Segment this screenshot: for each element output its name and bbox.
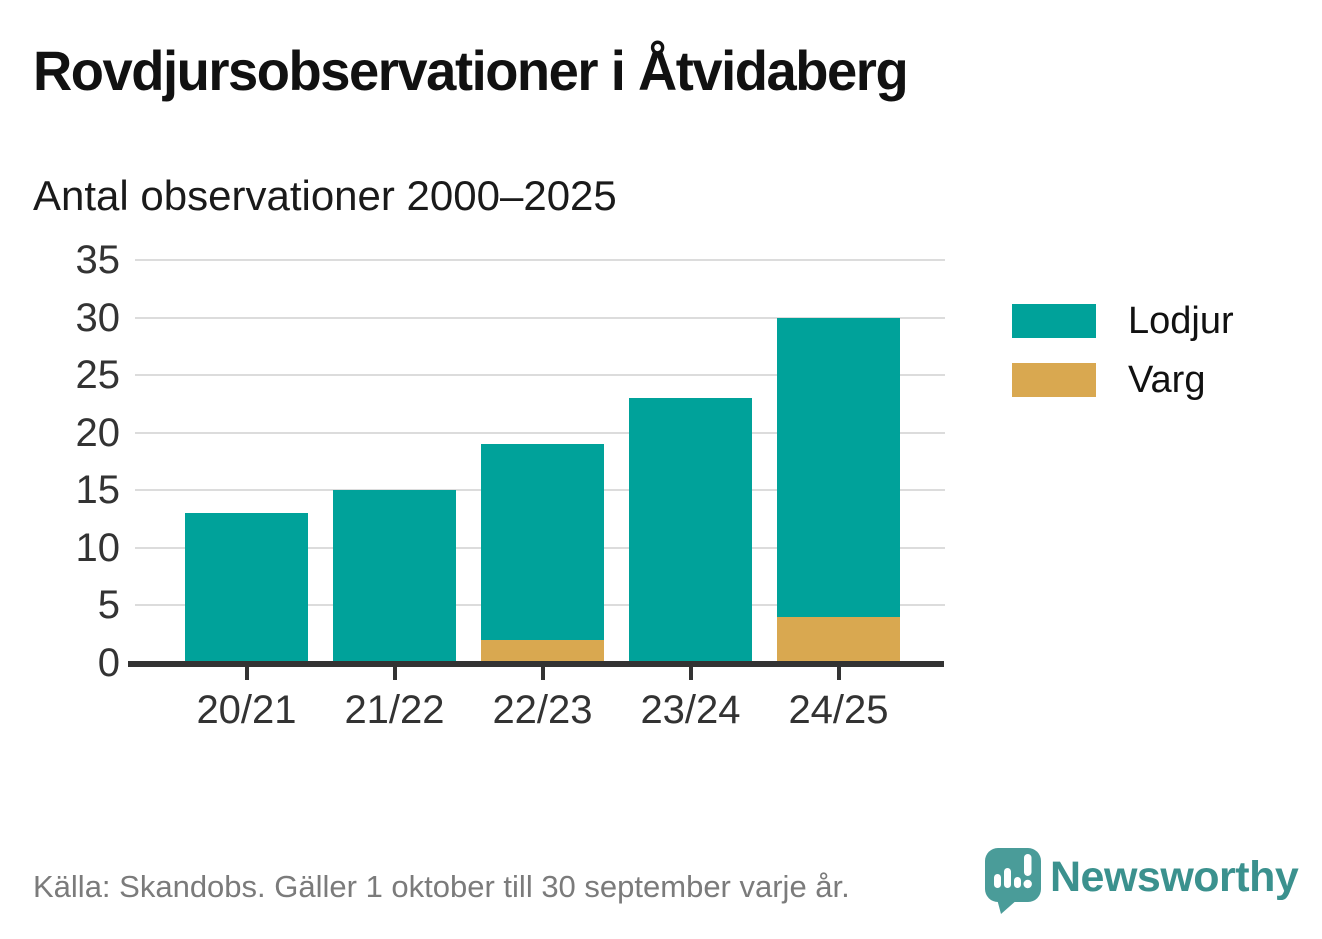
bar-segment-lodjur-20-21 xyxy=(185,513,308,663)
newsworthy-brand: Newsworthy xyxy=(984,847,1299,915)
bar-segment-varg-24-25 xyxy=(777,616,900,663)
y-axis-labels: 0 5 10 15 20 25 30 35 xyxy=(0,240,121,683)
x-axis-tick xyxy=(392,667,397,680)
x-axis-tick xyxy=(244,667,249,680)
y-tick-label: 5 xyxy=(97,583,120,628)
bar-segment-lodjur-23-24 xyxy=(629,398,752,663)
y-tick-label: 15 xyxy=(75,468,121,513)
chart-title: Rovdjursobservationer i Åtvidaberg xyxy=(33,39,909,102)
x-axis-tick xyxy=(836,667,841,680)
bar-segment-lodjur-22-23 xyxy=(481,444,604,640)
legend-label: Varg xyxy=(1128,359,1206,401)
x-tick-label: 22/23 xyxy=(492,688,593,732)
x-tick-label: 20/21 xyxy=(196,688,297,732)
y-tick-label: 30 xyxy=(75,295,121,340)
gridline xyxy=(135,431,945,434)
x-axis-line xyxy=(128,661,944,667)
legend-item-lodjur: Lodjur xyxy=(1012,302,1234,340)
legend-item-varg: Varg xyxy=(1012,361,1234,399)
x-axis-tick xyxy=(688,667,693,680)
gridline xyxy=(135,374,945,377)
newsworthy-logo-icon xyxy=(985,848,1041,914)
legend-swatch-lodjur xyxy=(1012,304,1096,338)
bar-segment-lodjur-24-25 xyxy=(777,317,900,617)
gridline xyxy=(135,316,945,319)
chart-subtitle: Antal observationer 2000–2025 xyxy=(33,172,617,219)
x-tick-label: 24/25 xyxy=(788,688,889,732)
source-note: Källa: Skandobs. Gäller 1 oktober till 3… xyxy=(33,869,850,904)
chart-legend: Lodjur Varg xyxy=(1012,302,1234,420)
legend-swatch-varg xyxy=(1012,363,1096,397)
bar-segment-varg-22-23 xyxy=(481,639,604,663)
x-axis-tick xyxy=(540,667,545,680)
y-tick-label: 20 xyxy=(75,410,121,455)
y-tick-label: 25 xyxy=(75,353,121,398)
newsworthy-wordmark: Newsworthy xyxy=(1050,853,1299,901)
legend-label: Lodjur xyxy=(1128,300,1234,342)
x-tick-label: 23/24 xyxy=(640,688,741,732)
y-tick-label: 35 xyxy=(75,238,121,282)
bar-segment-lodjur-21-22 xyxy=(333,490,456,663)
plot-area xyxy=(135,259,945,663)
y-tick-label: 0 xyxy=(97,641,120,685)
x-tick-label: 21/22 xyxy=(344,688,445,732)
gridline xyxy=(135,259,945,261)
y-tick-label: 10 xyxy=(75,525,121,570)
